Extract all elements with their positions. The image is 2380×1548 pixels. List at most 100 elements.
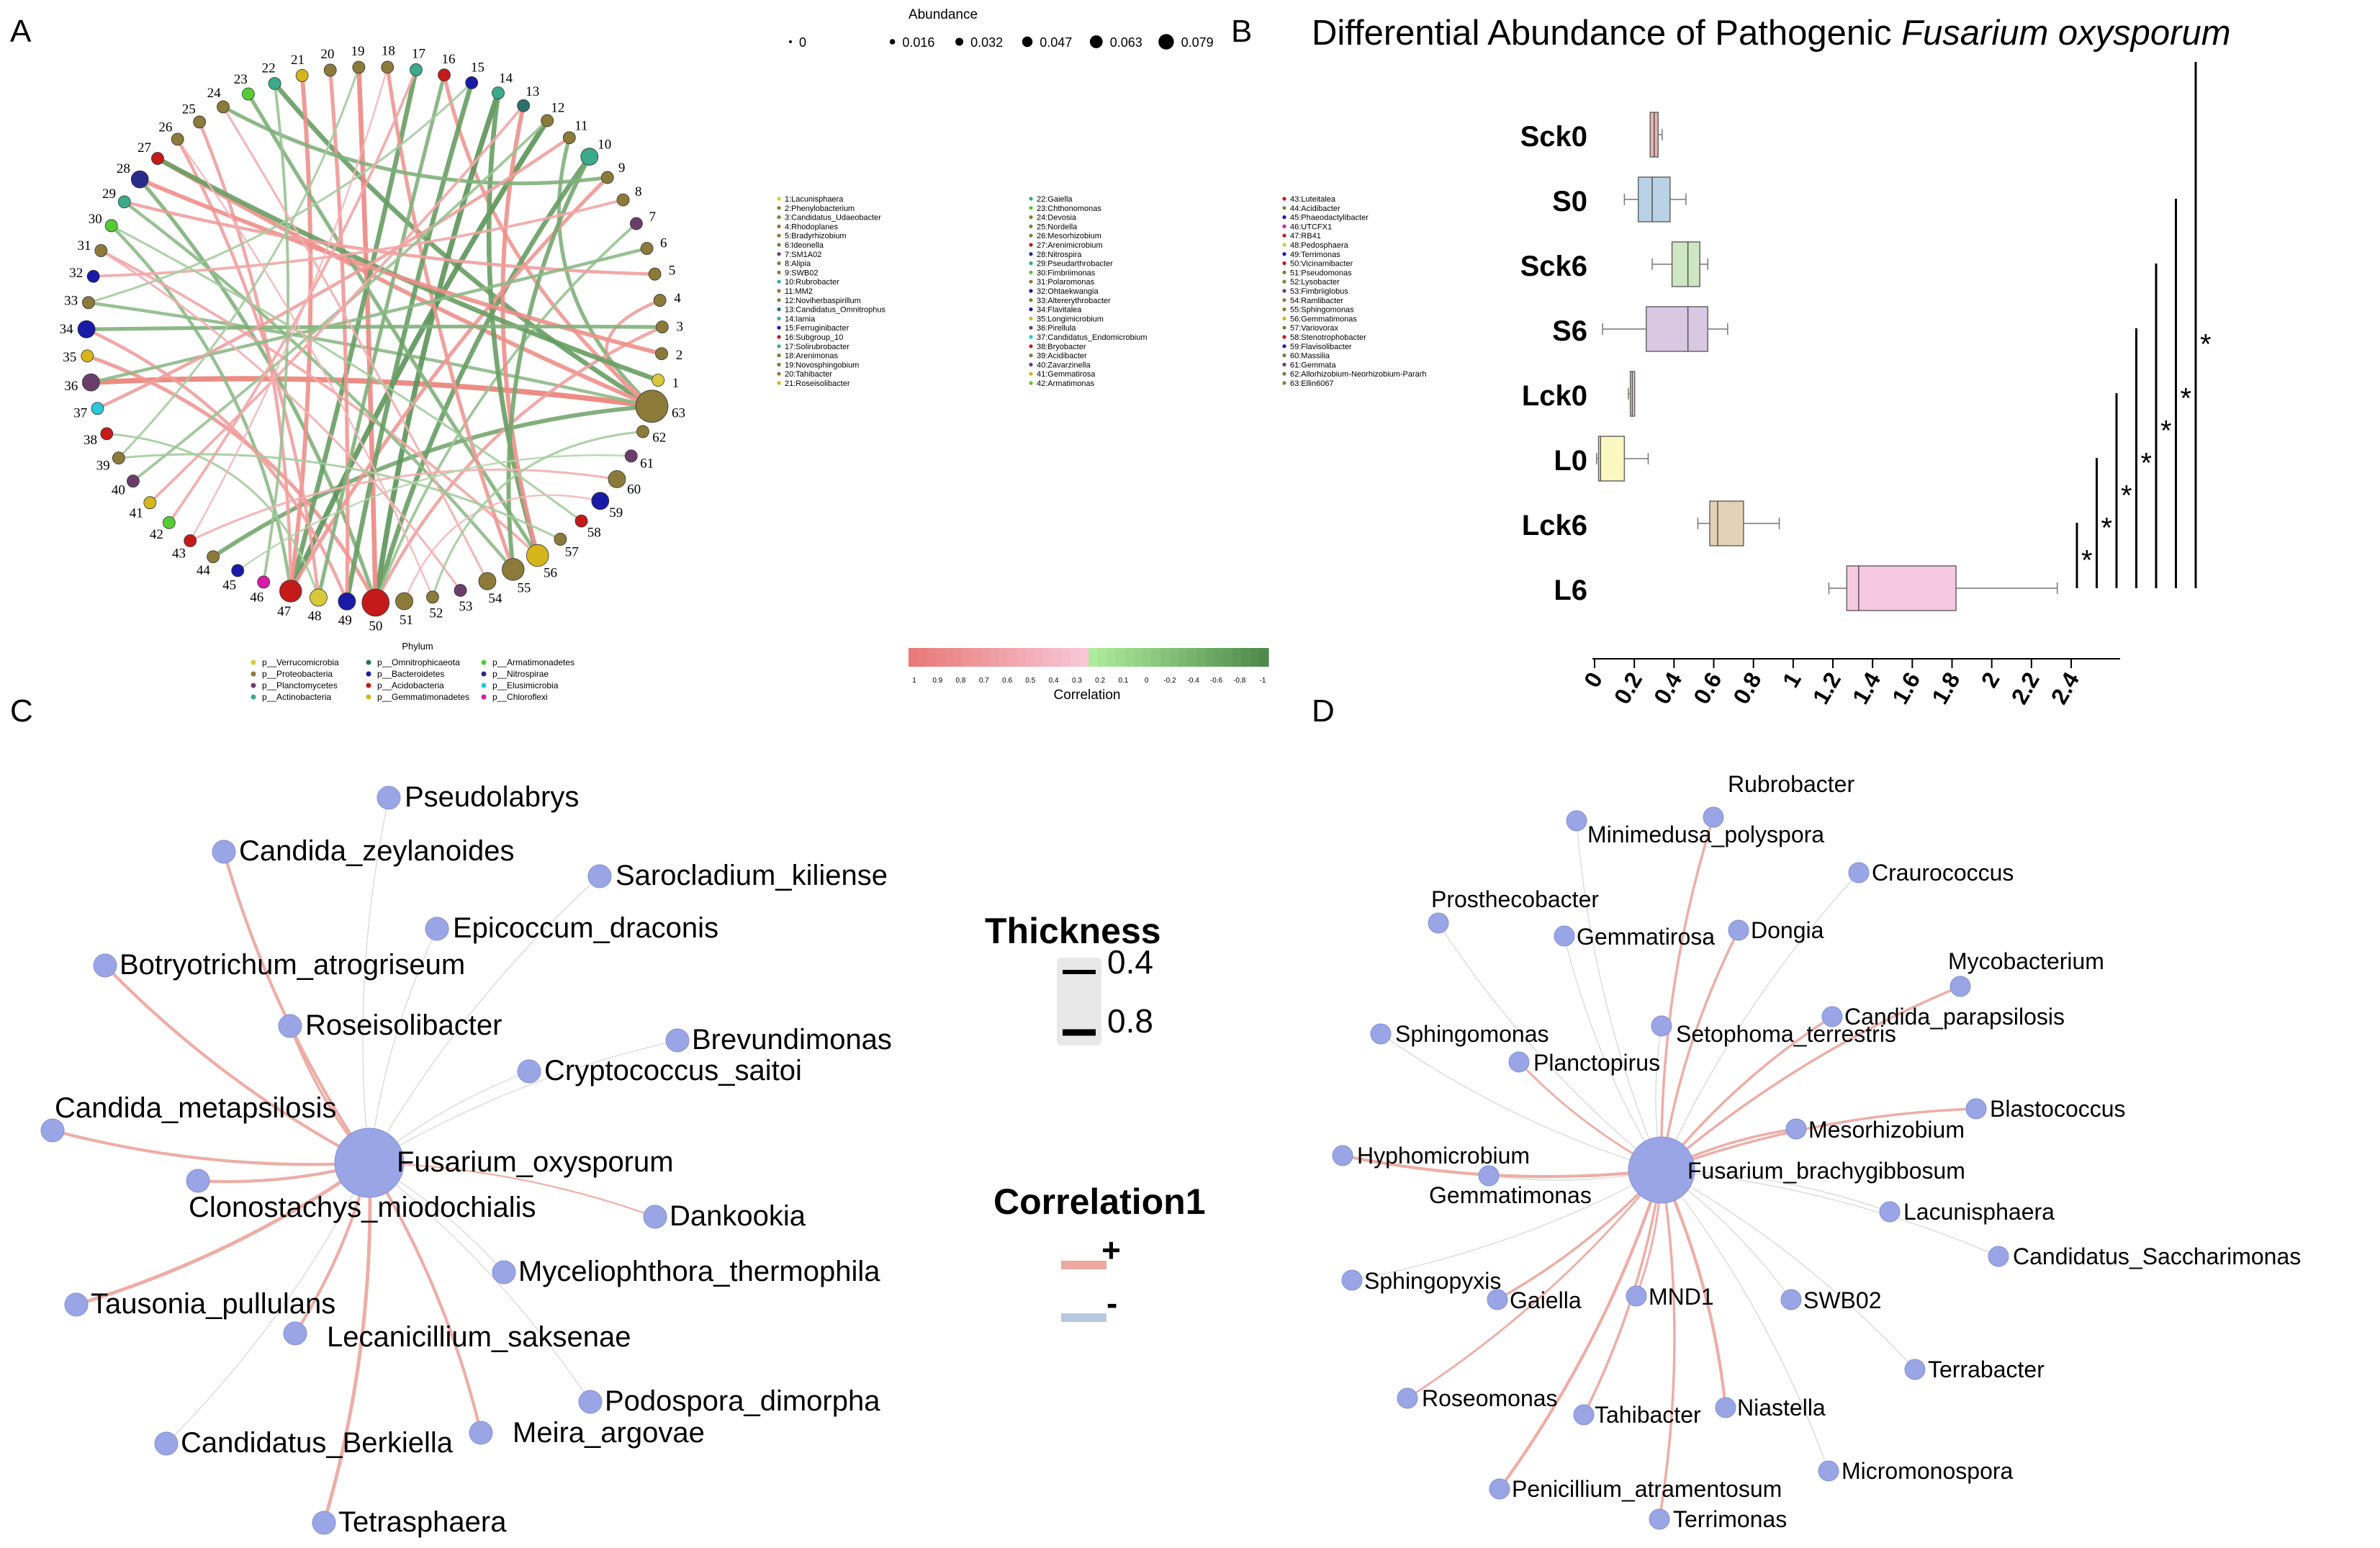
network-node	[580, 148, 599, 166]
network-node-label: 42	[150, 527, 163, 542]
taxa-legend-dot	[1282, 335, 1286, 339]
network-node	[1785, 1118, 1807, 1140]
taxa-legend-dot	[777, 354, 781, 358]
network-node	[655, 347, 668, 361]
phylum-legend-dot	[366, 660, 371, 665]
taxa-legend-dot	[777, 206, 781, 210]
phylum-legend-dot	[251, 660, 256, 665]
x-axis-tick-label: 0.8	[1728, 668, 1766, 709]
network-node	[1949, 976, 1971, 997]
taxa-legend-item: 40:Zavarzinella	[1037, 361, 1091, 369]
network-node	[517, 99, 531, 112]
network-node-label: Meira_argovae	[513, 1417, 705, 1449]
taxa-legend-item: 46:UTCFX1	[1290, 222, 1332, 231]
network-edge	[176, 138, 320, 598]
colorbar-segment	[1259, 648, 1269, 667]
taxa-legend-dot	[1282, 289, 1286, 293]
network-node-label: 54	[488, 591, 502, 606]
taxa-legend-dot	[1029, 215, 1033, 220]
abundance-legend: Abundance 0 0.016 0.032 0.047 0.063 0.079	[789, 7, 1214, 50]
taxa-legend-dot	[1029, 224, 1033, 228]
phylum-legend-label: p__Proteobacteria	[262, 669, 333, 679]
taxa-legend-item: 36:Pirellula	[1037, 324, 1076, 333]
taxa-legend-dot	[1282, 252, 1286, 256]
network-node-label: 3	[677, 320, 684, 335]
network-d-nodes: Rubrobacter Minimedusa_polyspora Craurococ…	[1332, 771, 2301, 1532]
network-node-label: 45	[222, 578, 236, 593]
taxa-legend-item: 33:Altererythrobacter	[1037, 297, 1111, 305]
taxa-legend-dot	[1029, 316, 1033, 320]
network-node	[1397, 1387, 1418, 1409]
network-node-label: 49	[338, 613, 352, 628]
colorbar-tick: 0.1	[1118, 677, 1128, 685]
network-node	[1554, 925, 1575, 947]
correlation-colorbar: Correlation 1 0.9 0.8 0.7 0.6 0.5 0.4 0.3 0.2 0.1…	[909, 648, 1269, 703]
x-axis-tick-label: 0.2	[1609, 668, 1647, 709]
network-node-label: 17	[412, 46, 425, 61]
network-node-label: 14	[499, 71, 513, 86]
network-node	[100, 427, 114, 441]
network-node-label: MND1	[1649, 1284, 1714, 1310]
taxa-legend-item: 47:RB41	[1290, 232, 1321, 240]
network-node-label: 50	[369, 618, 382, 634]
taxa-legend-item: 57:Variovorax	[1290, 324, 1339, 333]
network-node-label: Brevundimonas	[692, 1024, 892, 1056]
taxa-legend-dot	[1282, 354, 1286, 358]
network-edge	[93, 198, 624, 278]
network-c-edges	[52, 797, 678, 1524]
network-node	[381, 60, 395, 74]
colorbar-segment	[1088, 648, 1099, 667]
correlation-pos-label: +	[1101, 1231, 1121, 1269]
thickness-legend-swatch	[1057, 958, 1101, 1045]
network-node-label: 10	[598, 137, 611, 152]
taxa-legend-dot	[777, 307, 781, 312]
colorbar-tick: 0.2	[1095, 677, 1105, 685]
abundance-legend-dot	[955, 37, 964, 46]
colorbar-tick: 1	[912, 677, 916, 685]
network-node	[541, 114, 554, 127]
network-node-label: 30	[89, 212, 102, 227]
colorbar-segment	[1017, 648, 1027, 667]
phylum-legend: Phylum p__Verrucomicrobia p__Proteobacter…	[251, 641, 574, 702]
network-node-label: Tausonia_pullulans	[91, 1288, 335, 1320]
taxa-legend-item: 14:Iamia	[785, 315, 816, 323]
network-node	[608, 470, 626, 488]
network-node	[217, 100, 230, 114]
abundance-legend-dot	[1022, 36, 1033, 48]
network-node-label: Niastella	[1737, 1395, 1826, 1421]
network-edges	[86, 67, 663, 604]
network-node-label: 63	[672, 406, 685, 421]
network-edge	[76, 1161, 371, 1307]
network-node-label: Candidatus_Saccharimonas	[2013, 1243, 2301, 1269]
panel-d-label: D	[1312, 693, 1335, 729]
colorbar-segment	[1241, 648, 1251, 667]
boxplot-category-label: Lck6	[1522, 510, 1587, 541]
network-node	[554, 533, 567, 546]
colorbar-tick: 0.8	[956, 677, 966, 685]
network-node-label: 2	[676, 348, 683, 363]
colorbar-tick: -0.4	[1187, 677, 1200, 685]
taxa-legend-dot	[1282, 344, 1286, 348]
network-node	[117, 195, 131, 209]
taxa-legend-dot	[1282, 298, 1286, 302]
box-body	[1637, 176, 1671, 222]
network-node-label: 55	[517, 581, 531, 596]
colorbar-segment	[945, 648, 955, 667]
network-edge	[138, 178, 378, 603]
network-node	[377, 786, 401, 810]
taxa-legend-item: 2:Phenylobacterium	[785, 204, 855, 213]
taxa-legend-item: 48:Pedosphaera	[1290, 241, 1349, 250]
taxa-legend-item: 62:Allorhizobium-Neorhizobium-Pararh	[1290, 370, 1427, 379]
x-axis-tick-label: 1.4	[1847, 667, 1886, 708]
taxa-legend-dot	[777, 344, 781, 348]
network-edge	[369, 1162, 591, 1403]
taxa-legend-item: 37:Candidatus_Endomicrobium	[1037, 333, 1147, 342]
network-edge	[1342, 1153, 1662, 1179]
colorbar-segment	[1196, 648, 1207, 667]
x-axis-tick-label: 0	[1579, 668, 1608, 692]
network-edge	[1380, 1033, 1662, 1171]
taxa-legend-dot	[777, 362, 781, 366]
taxa-legend-item: 63:Ellin6067	[1290, 379, 1334, 388]
network-edge	[110, 224, 292, 592]
network-node	[1780, 1289, 1802, 1310]
